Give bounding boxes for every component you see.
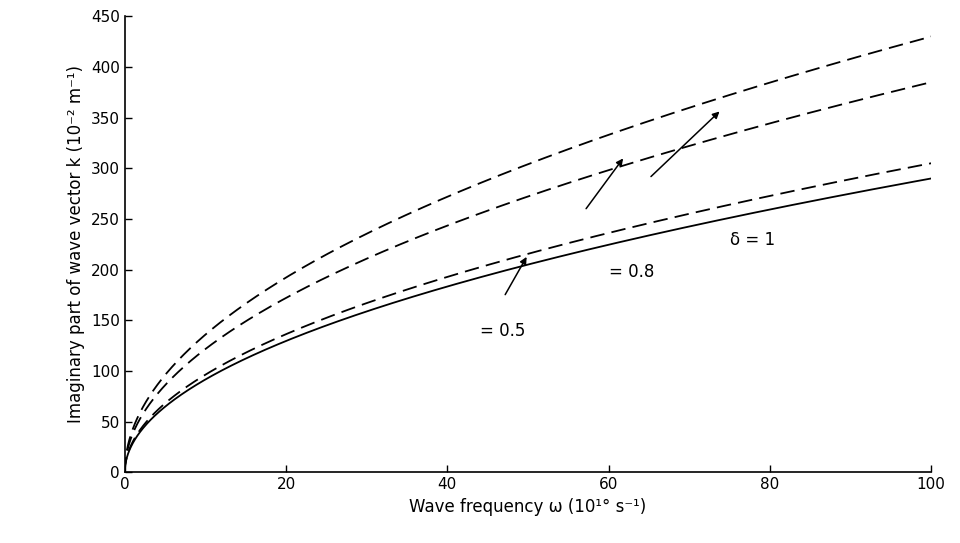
Text: δ = 1: δ = 1 (730, 231, 775, 249)
X-axis label: Wave frequency ω (10¹° s⁻¹): Wave frequency ω (10¹° s⁻¹) (409, 498, 647, 516)
Text: = 0.5: = 0.5 (480, 323, 525, 340)
Y-axis label: Imaginary part of wave vector k (10⁻² m⁻¹): Imaginary part of wave vector k (10⁻² m⁻… (67, 65, 85, 424)
Text: = 0.8: = 0.8 (609, 263, 654, 281)
